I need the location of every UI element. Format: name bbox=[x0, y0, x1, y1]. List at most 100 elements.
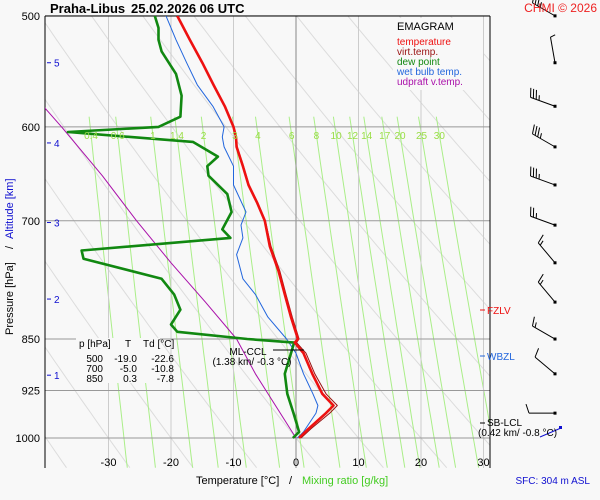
table-header-t: T bbox=[125, 339, 131, 350]
y-tick-label: 850 bbox=[22, 334, 40, 346]
wind-barb-station bbox=[553, 183, 557, 187]
wind-barb bbox=[525, 403, 557, 415]
x-tick-label: -20 bbox=[163, 457, 179, 469]
wind-barb-feather bbox=[531, 124, 535, 134]
mixing-ratio-label: 17 bbox=[379, 131, 391, 142]
wind-barb-feather bbox=[537, 0, 540, 6]
table-header-p: p [hPa] bbox=[79, 339, 111, 350]
wind-barb bbox=[537, 273, 557, 304]
series-udpraft-v-temp bbox=[45, 107, 297, 439]
dry-adiabat bbox=[45, 21, 384, 468]
legend-temperature: temperature bbox=[397, 37, 451, 48]
grid bbox=[44, 0, 600, 468]
sb-lcl-label: SB-LCL bbox=[487, 418, 522, 429]
surface-wind-barb bbox=[539, 427, 562, 438]
wind-barb-half-feather bbox=[539, 133, 542, 139]
dry-adiabat bbox=[142, 16, 490, 447]
wind-barb-staff bbox=[530, 96, 556, 107]
dry-adiabat bbox=[45, 177, 257, 468]
station-name: Praha-Libus bbox=[50, 1, 125, 16]
y-axis-separator: / bbox=[4, 245, 16, 249]
x-tick-label: 0 bbox=[293, 457, 299, 469]
legend-wet-bulb: wet bulb temp. bbox=[396, 67, 462, 78]
plot-area bbox=[45, 0, 600, 468]
dry-adiabat bbox=[296, 16, 490, 246]
wind-barb-feather bbox=[525, 403, 530, 414]
mixing-ratio-label: 4 bbox=[255, 131, 261, 142]
mixing-ratio-label: 0.6 bbox=[111, 131, 125, 142]
wind-barb-staff bbox=[530, 215, 556, 226]
mixing-ratio-line bbox=[255, 116, 305, 468]
mixing-ratio-line bbox=[363, 116, 421, 468]
table-cell: 700 bbox=[86, 364, 103, 375]
mixing-ratio-label: 1 bbox=[150, 131, 156, 142]
wind-barb-station bbox=[553, 372, 557, 376]
table-cell: -5.0 bbox=[120, 364, 138, 375]
table-cell: 500 bbox=[86, 354, 103, 365]
altitude-tick-label: 4 bbox=[54, 139, 60, 150]
wind-barb bbox=[530, 87, 557, 108]
series-temperature bbox=[176, 16, 335, 439]
y-tick-label: 600 bbox=[22, 122, 40, 134]
wind-barb-station bbox=[553, 300, 557, 304]
x-tick-label: -10 bbox=[226, 457, 242, 469]
mixing-ratio-line bbox=[313, 116, 367, 468]
ml-ccl-label: ML-CCL bbox=[229, 347, 267, 358]
wind-barb bbox=[537, 234, 557, 265]
y-tick-label: 700 bbox=[22, 216, 40, 228]
table-cell: 0.3 bbox=[123, 374, 137, 385]
legend-virt-temp: virt.temp. bbox=[397, 47, 438, 58]
wind-barb-station bbox=[553, 145, 557, 149]
x-tick-label: 20 bbox=[415, 457, 427, 469]
overlay-layer: 0.4 0.6 1 1.4 2 3 4 6 8 10 12 14 17 20 25 3050060070085… bbox=[16, 0, 562, 469]
mixing-ratio-line bbox=[232, 116, 281, 468]
ml-ccl-detail: (1.38 km/ -0.3 °C) bbox=[212, 357, 291, 368]
mixing-ratio-line bbox=[115, 116, 156, 468]
dry-adiabat bbox=[45, 260, 194, 468]
wbzl-label: WBZL bbox=[487, 352, 515, 363]
wind-barb-staff bbox=[534, 356, 556, 375]
y-tick-label: 1000 bbox=[16, 433, 40, 445]
sounding-datetime: 25.02.2026 06 UTC bbox=[131, 1, 245, 16]
altitude-tick-label: 3 bbox=[54, 219, 60, 230]
wind-barb-feather bbox=[534, 125, 538, 136]
wind-barb-staff bbox=[549, 37, 556, 63]
wind-barb-feather bbox=[537, 234, 544, 244]
wind-barb-station bbox=[553, 411, 557, 415]
wind-barb-half-feather bbox=[539, 2, 542, 8]
table-header-td: Td [°C] bbox=[143, 339, 174, 350]
dry-adiabat bbox=[347, 16, 490, 183]
legend: EMAGRAM temperature virt.temp. dew point… bbox=[393, 18, 483, 90]
y-axis-label-group: Pressure [hPa] / Altitude [km] bbox=[4, 178, 16, 335]
mixing-ratio-line bbox=[349, 116, 406, 468]
dry-adiabat bbox=[90, 16, 448, 468]
wind-barb-feather bbox=[531, 0, 534, 3]
wind-barb-staff bbox=[532, 2, 556, 17]
sb-lcl-detail: (0.42 km/ -0.8 °C) bbox=[478, 428, 557, 439]
mixing-ratio-label: 8 bbox=[314, 131, 320, 142]
wind-barb-station bbox=[553, 14, 557, 18]
y-axis-label-altitude: Altitude [km] bbox=[4, 178, 16, 239]
wind-barb-feather bbox=[534, 348, 540, 358]
mixing-ratio-label: 30 bbox=[434, 131, 446, 142]
copyright: CHMI © 2026 bbox=[524, 1, 597, 15]
wind-barb-feather bbox=[537, 273, 544, 283]
wind-barb-station bbox=[553, 223, 557, 227]
dry-adiabat bbox=[530, 0, 600, 468]
legend-background bbox=[393, 18, 483, 90]
mixing-ratio-label: 14 bbox=[361, 131, 373, 142]
wind-barb-feather bbox=[531, 316, 535, 327]
wind-barb-staff bbox=[530, 175, 556, 186]
wind-barb-station bbox=[553, 104, 557, 108]
mixing-ratio-label: 25 bbox=[416, 131, 428, 142]
wind-barb bbox=[531, 124, 557, 149]
y-tick-label: 500 bbox=[22, 11, 40, 23]
mixing-ratio-label: 0.4 bbox=[84, 131, 98, 142]
data-table: p [hPa] T Td [°C] 500 -19.0 -22.6 700 -5… bbox=[76, 338, 174, 385]
x-axis-label: Temperature [°C] bbox=[196, 475, 279, 487]
mixing-ratio-label: 1.4 bbox=[170, 131, 184, 142]
mixing-ratio-label: 6 bbox=[289, 131, 295, 142]
table-cell: 850 bbox=[86, 374, 103, 385]
mixing-ratio-line bbox=[288, 116, 341, 468]
